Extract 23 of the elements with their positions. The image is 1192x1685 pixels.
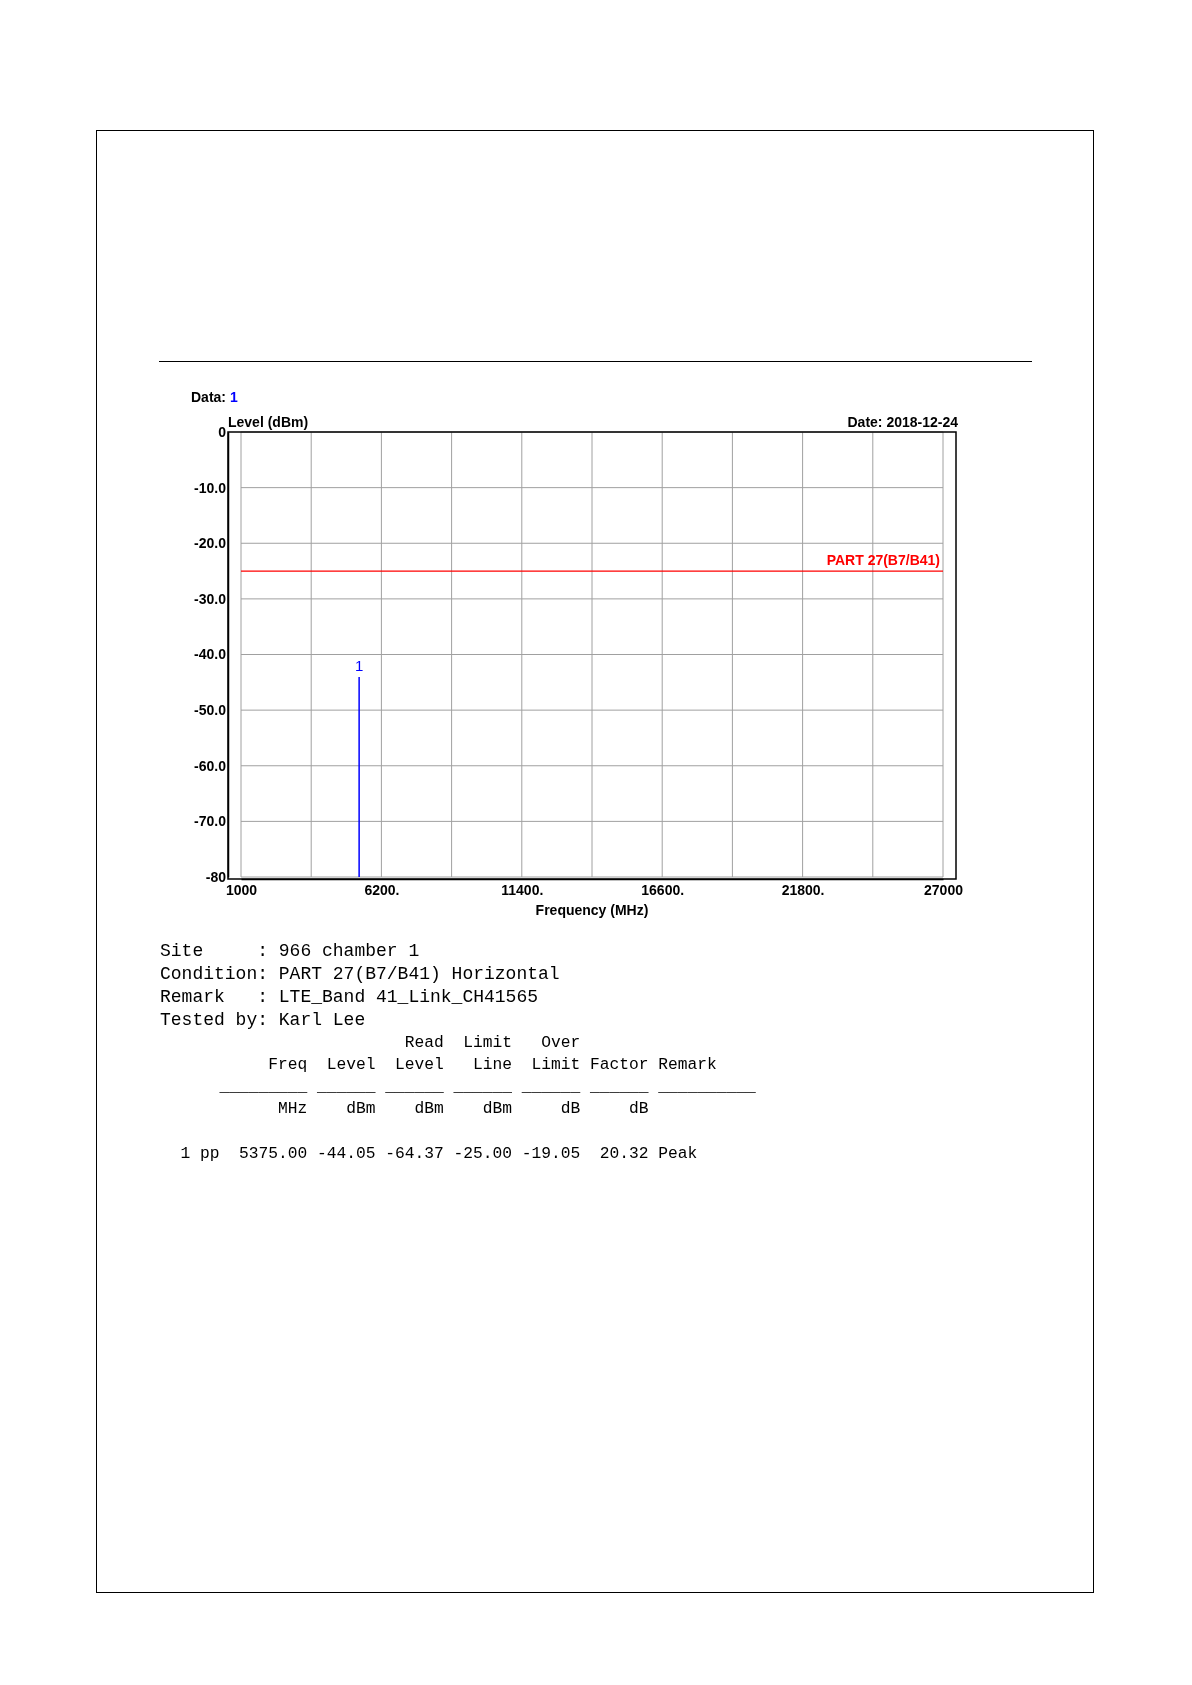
y-tick-label: -40.0 — [194, 646, 227, 663]
text: Date: 2018-12-24 — [847, 414, 959, 430]
y-tick-label: 0 — [218, 423, 227, 440]
x-tick-label: 27000 — [924, 881, 964, 898]
x-axis-title: Frequency (MHz) — [535, 902, 649, 918]
annotation: 1 — [354, 657, 364, 675]
y-tick-label: -10.0 — [194, 479, 227, 496]
x-tick-label: 16600. — [641, 881, 685, 898]
y-axis-title: Level (dBm) — [228, 414, 309, 430]
x-tick-label: 21800. — [781, 881, 825, 898]
x-tick-label: 1000 — [225, 881, 258, 898]
y-tick-label: -80 — [205, 868, 227, 885]
chart-title: Data: 1 — [191, 389, 238, 405]
ref-line-label: PART 27(B7/B41) — [826, 552, 940, 569]
x-tick-label: 11400. — [501, 881, 544, 898]
y-tick-label: -30.0 — [194, 590, 227, 607]
x-tick-label: 6200. — [364, 881, 400, 898]
y-tick-label: -20.0 — [194, 535, 227, 552]
text: Read Limit Over Freq Level Level Line Limit Factor Remark _________ ______ ______ ______ ______ ______ __________ MHz dBm dBm dBm dB dB 1 pp 5375.00 -44.05 -64.37 -25.00 -19.05 20.32 Peak — [180, 1033, 756, 1163]
y-tick-label: -70.0 — [194, 813, 227, 830]
y-tick-label: -60.0 — [194, 757, 227, 774]
text: Site : 966 chamber 1 Condition: PART 27(B7/B41) Horizontal Remark : LTE_Band 41_Link_CH41565 Tested by: Karl Lee — [160, 941, 560, 1030]
y-tick-label: -50.0 — [194, 702, 227, 719]
